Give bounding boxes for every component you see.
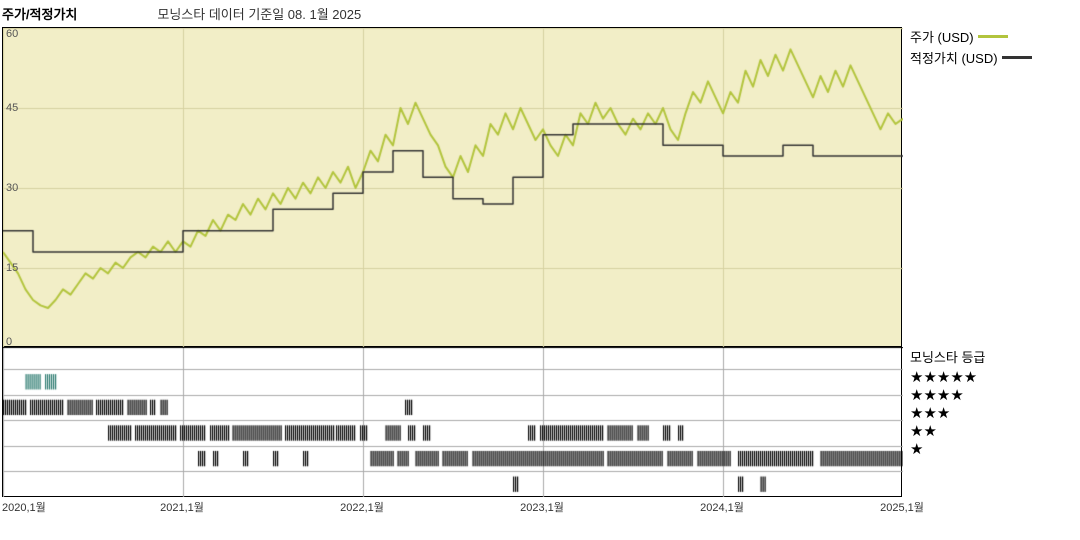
- legend-swatch: [1002, 56, 1032, 59]
- stars-row: ★★★★★: [910, 369, 1072, 387]
- legend-label: 적정가치 (USD): [910, 48, 998, 67]
- stars-row: ★★★: [910, 405, 1072, 423]
- stars-row: ★: [910, 441, 1072, 459]
- rating-row: 모닝스타 등급 ★★★★★★★★★★★★★★★: [0, 347, 1080, 497]
- x-tick-label: 2021,1월: [160, 499, 204, 515]
- rating-legend: 모닝스타 등급 ★★★★★★★★★★★★★★★: [902, 347, 1072, 497]
- price-chart: 015304560: [2, 27, 902, 347]
- legend-item: 주가 (USD): [910, 27, 1072, 46]
- x-tick-label: 2020,1월: [2, 499, 46, 515]
- stars-row: ★★★★: [910, 387, 1072, 405]
- sub-title: 모닝스타 데이터 기준일 08. 1월 2025: [157, 4, 361, 23]
- legend-swatch: [978, 35, 1008, 38]
- legend-item: 적정가치 (USD): [910, 48, 1072, 67]
- x-tick-label: 2022,1월: [340, 499, 384, 515]
- star-rows: ★★★★★★★★★★★★★★★: [910, 369, 1072, 459]
- x-tick-label: 2024,1월: [700, 499, 744, 515]
- legend-label: 주가 (USD): [910, 27, 974, 46]
- rating-title: 모닝스타 등급: [910, 347, 1072, 366]
- main-title: 주가/적정가치: [2, 4, 77, 23]
- stars-row: ★★: [910, 423, 1072, 441]
- rating-panel: [2, 347, 902, 497]
- x-tick-label: 2023,1월: [520, 499, 564, 515]
- x-tick-label: 2025,1월: [880, 499, 924, 515]
- legend: 주가 (USD) 적정가치 (USD): [902, 27, 1072, 347]
- price-chart-row: 015304560 주가 (USD) 적정가치 (USD): [0, 27, 1080, 347]
- chart-header: 주가/적정가치 모닝스타 데이터 기준일 08. 1월 2025: [0, 0, 1080, 27]
- x-axis-labels: 2020,1월2021,1월2022,1월2023,1월2024,1월2025,…: [2, 497, 902, 517]
